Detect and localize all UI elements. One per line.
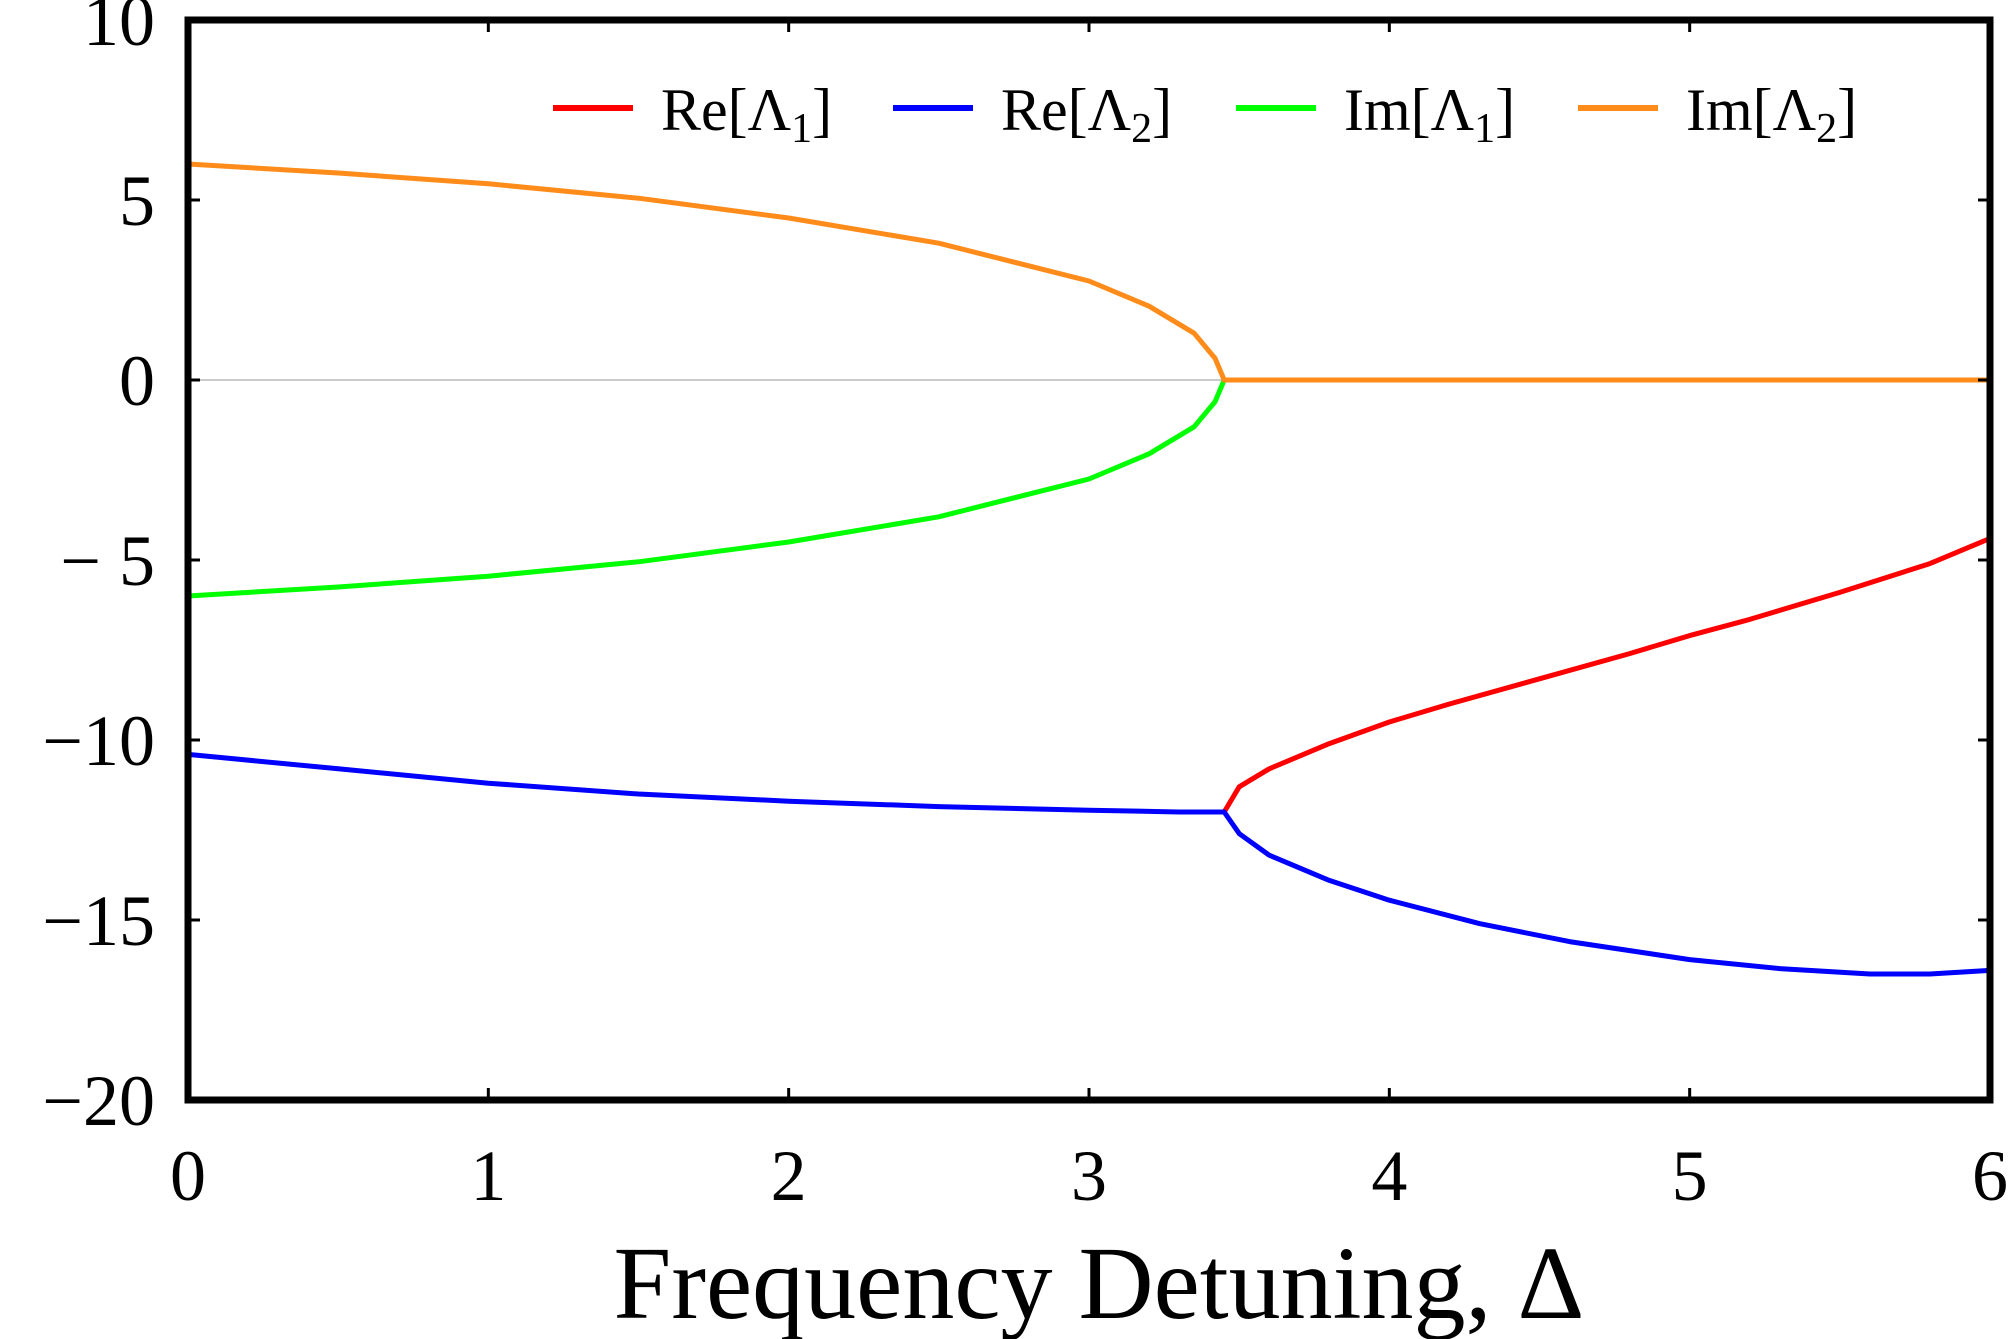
y-tick-label: − 5 — [60, 521, 155, 601]
y-tick-label: 0 — [119, 341, 155, 421]
tick-layer: 0 1 2 3 4 5 6 10 5 0 − 5 −10 −15 −20 — [42, 0, 2008, 1216]
x-tick-label: 4 — [1371, 1136, 1407, 1216]
series-line-4 — [185, 161, 1993, 383]
legend-label-3: Im[Λ1] — [1344, 77, 1515, 152]
series-line-1 — [1221, 535, 1993, 815]
legend-label-1: Re[Λ1] — [661, 77, 832, 152]
legend: Re[Λ1] Re[Λ2] Im[Λ1] Im[Λ2] — [553, 77, 1857, 152]
x-tick-label: 5 — [1672, 1136, 1708, 1216]
series-line-2 — [185, 751, 1993, 977]
y-tick-label: 5 — [119, 161, 155, 241]
legend-label-2: Re[Λ2] — [1001, 77, 1172, 152]
y-tick-label: −10 — [42, 701, 155, 781]
x-tick-label: 0 — [170, 1136, 206, 1216]
x-tick-label: 6 — [1972, 1136, 2008, 1216]
x-tick-label: 3 — [1071, 1136, 1107, 1216]
series-layer — [185, 161, 1993, 977]
y-tick-label: −15 — [42, 881, 155, 961]
series-line-3 — [185, 377, 1227, 599]
y-tick-label: −20 — [42, 1061, 155, 1141]
x-axis-title: Frequency Detuning, Δ — [614, 1226, 1585, 1339]
x-tick-label: 2 — [771, 1136, 807, 1216]
legend-label-4: Im[Λ2] — [1686, 77, 1857, 152]
x-tick-label: 1 — [470, 1136, 506, 1216]
y-tick-label: 10 — [83, 0, 155, 61]
